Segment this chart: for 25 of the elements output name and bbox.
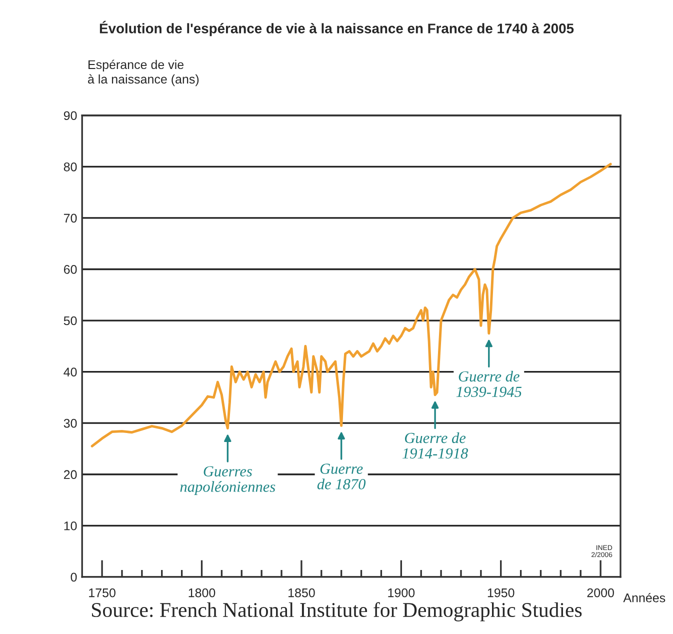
y-tick-label: 70	[64, 214, 77, 223]
y-tick-label: 20	[64, 470, 77, 480]
chart-title: Évolution de l'espérance de vie à la naissance en France de 1740 à 2005	[100, 20, 574, 36]
y-tick-label: 0	[70, 572, 77, 582]
y-tick-label: 30	[64, 418, 77, 428]
y-tick-label: 90	[64, 111, 77, 120]
source-note: Source: French National Institute for Demographic Studies	[92, 602, 582, 622]
y-tick-label: 50	[64, 316, 77, 326]
x-tick-label: 1850	[288, 588, 315, 598]
x-tick-label: 1750	[89, 588, 116, 598]
annotation: Guerre de 1914-1918	[402, 432, 468, 459]
annotation: Guerre de 1870	[317, 464, 366, 490]
x-tick-label: 2000	[587, 588, 614, 598]
y-tick-label: 40	[64, 368, 77, 376]
annotation: Guerres napoléoniennes	[180, 466, 276, 496]
x-tick-label: 1800	[188, 588, 216, 598]
x-tick-label: 1950	[488, 588, 514, 598]
y-axis-title: Espérance de vie à la naissance (ans)	[88, 60, 199, 86]
x-tick-label: 1900	[388, 588, 415, 598]
x-axis-title: Années	[623, 592, 666, 602]
y-tick-label: 10	[64, 521, 77, 530]
y-tick-label: 80	[64, 162, 77, 172]
annotation: Guerre de 1939-1945	[456, 370, 522, 398]
y-tick-label: 60	[64, 265, 77, 274]
line-series	[90, 162, 612, 448]
